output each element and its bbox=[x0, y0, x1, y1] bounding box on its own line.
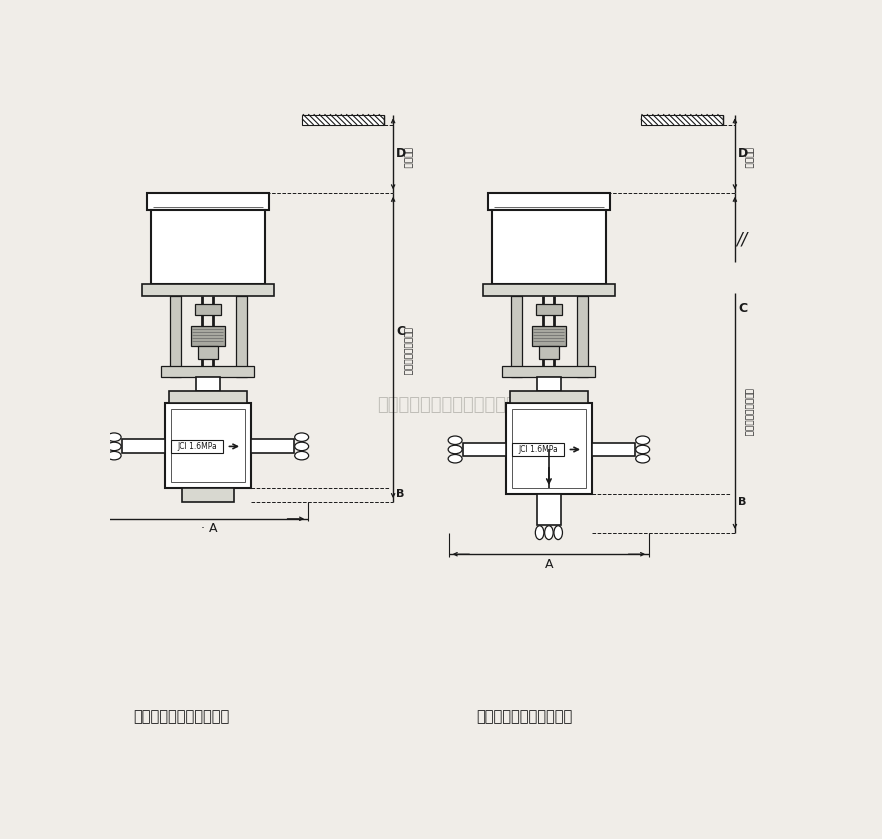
Text: C: C bbox=[738, 302, 747, 315]
Ellipse shape bbox=[448, 455, 462, 463]
Bar bbox=[511, 296, 522, 377]
Text: JCI 1.6MPa: JCI 1.6MPa bbox=[177, 442, 217, 451]
Bar bbox=[142, 284, 273, 296]
Bar bbox=[165, 404, 251, 488]
Bar bbox=[169, 391, 247, 404]
Text: 阀与驱动器安装尺寸: 阀与驱动器安装尺寸 bbox=[744, 388, 752, 437]
Bar bbox=[512, 443, 564, 456]
Bar bbox=[512, 409, 587, 488]
Text: //: // bbox=[736, 230, 748, 248]
Ellipse shape bbox=[636, 455, 650, 463]
Text: B: B bbox=[738, 497, 746, 507]
Bar bbox=[593, 442, 635, 456]
Bar bbox=[171, 440, 223, 452]
Bar bbox=[491, 210, 606, 284]
Ellipse shape bbox=[295, 451, 309, 460]
Text: A: A bbox=[545, 558, 553, 571]
Bar bbox=[235, 296, 247, 377]
Text: B: B bbox=[396, 489, 405, 499]
Bar bbox=[161, 367, 254, 377]
Bar bbox=[535, 304, 562, 315]
Bar bbox=[463, 442, 505, 456]
Bar bbox=[170, 296, 181, 377]
Bar bbox=[539, 346, 559, 359]
Ellipse shape bbox=[107, 451, 121, 460]
Bar bbox=[182, 488, 235, 502]
Ellipse shape bbox=[295, 433, 309, 441]
Text: 预留尺寸: 预留尺寸 bbox=[744, 147, 752, 169]
Text: 图一、二通阀外形尺寸图: 图一、二通阀外形尺寸图 bbox=[133, 709, 229, 724]
Bar bbox=[483, 284, 615, 296]
Bar bbox=[197, 377, 220, 391]
Bar bbox=[505, 404, 593, 494]
Ellipse shape bbox=[545, 526, 553, 539]
Bar bbox=[577, 296, 587, 377]
Ellipse shape bbox=[295, 442, 309, 451]
Ellipse shape bbox=[107, 442, 121, 451]
Ellipse shape bbox=[448, 436, 462, 445]
Text: 上海通达机电工程股份有限公司: 上海通达机电工程股份有限公司 bbox=[377, 396, 527, 414]
Ellipse shape bbox=[535, 526, 544, 539]
Text: 预留尺寸: 预留尺寸 bbox=[402, 147, 411, 169]
Text: D: D bbox=[396, 148, 407, 160]
Bar bbox=[195, 304, 221, 315]
Bar bbox=[151, 210, 265, 284]
Ellipse shape bbox=[554, 526, 563, 539]
Bar bbox=[532, 326, 566, 346]
Ellipse shape bbox=[107, 433, 121, 441]
Bar bbox=[122, 440, 165, 453]
Text: D: D bbox=[738, 148, 748, 160]
Bar bbox=[303, 115, 384, 124]
Text: · A: · A bbox=[201, 522, 218, 534]
Bar bbox=[171, 409, 245, 482]
Bar bbox=[537, 494, 561, 525]
Bar bbox=[510, 391, 587, 404]
Bar bbox=[537, 377, 561, 391]
Bar bbox=[251, 440, 294, 453]
Text: 阀与驱动器安装尺寸: 阀与驱动器安装尺寸 bbox=[402, 326, 411, 375]
Text: C: C bbox=[396, 326, 406, 338]
Text: JCI 1.6MPa: JCI 1.6MPa bbox=[519, 445, 558, 454]
Ellipse shape bbox=[636, 436, 650, 445]
Bar bbox=[146, 193, 269, 210]
Bar bbox=[191, 326, 225, 346]
Text: 图二、三通阀外形尺寸图: 图二、三通阀外形尺寸图 bbox=[476, 709, 572, 724]
Bar bbox=[641, 115, 722, 124]
Bar bbox=[488, 193, 610, 210]
Bar bbox=[503, 367, 595, 377]
Bar bbox=[198, 346, 218, 359]
Ellipse shape bbox=[636, 446, 650, 454]
Ellipse shape bbox=[448, 446, 462, 454]
